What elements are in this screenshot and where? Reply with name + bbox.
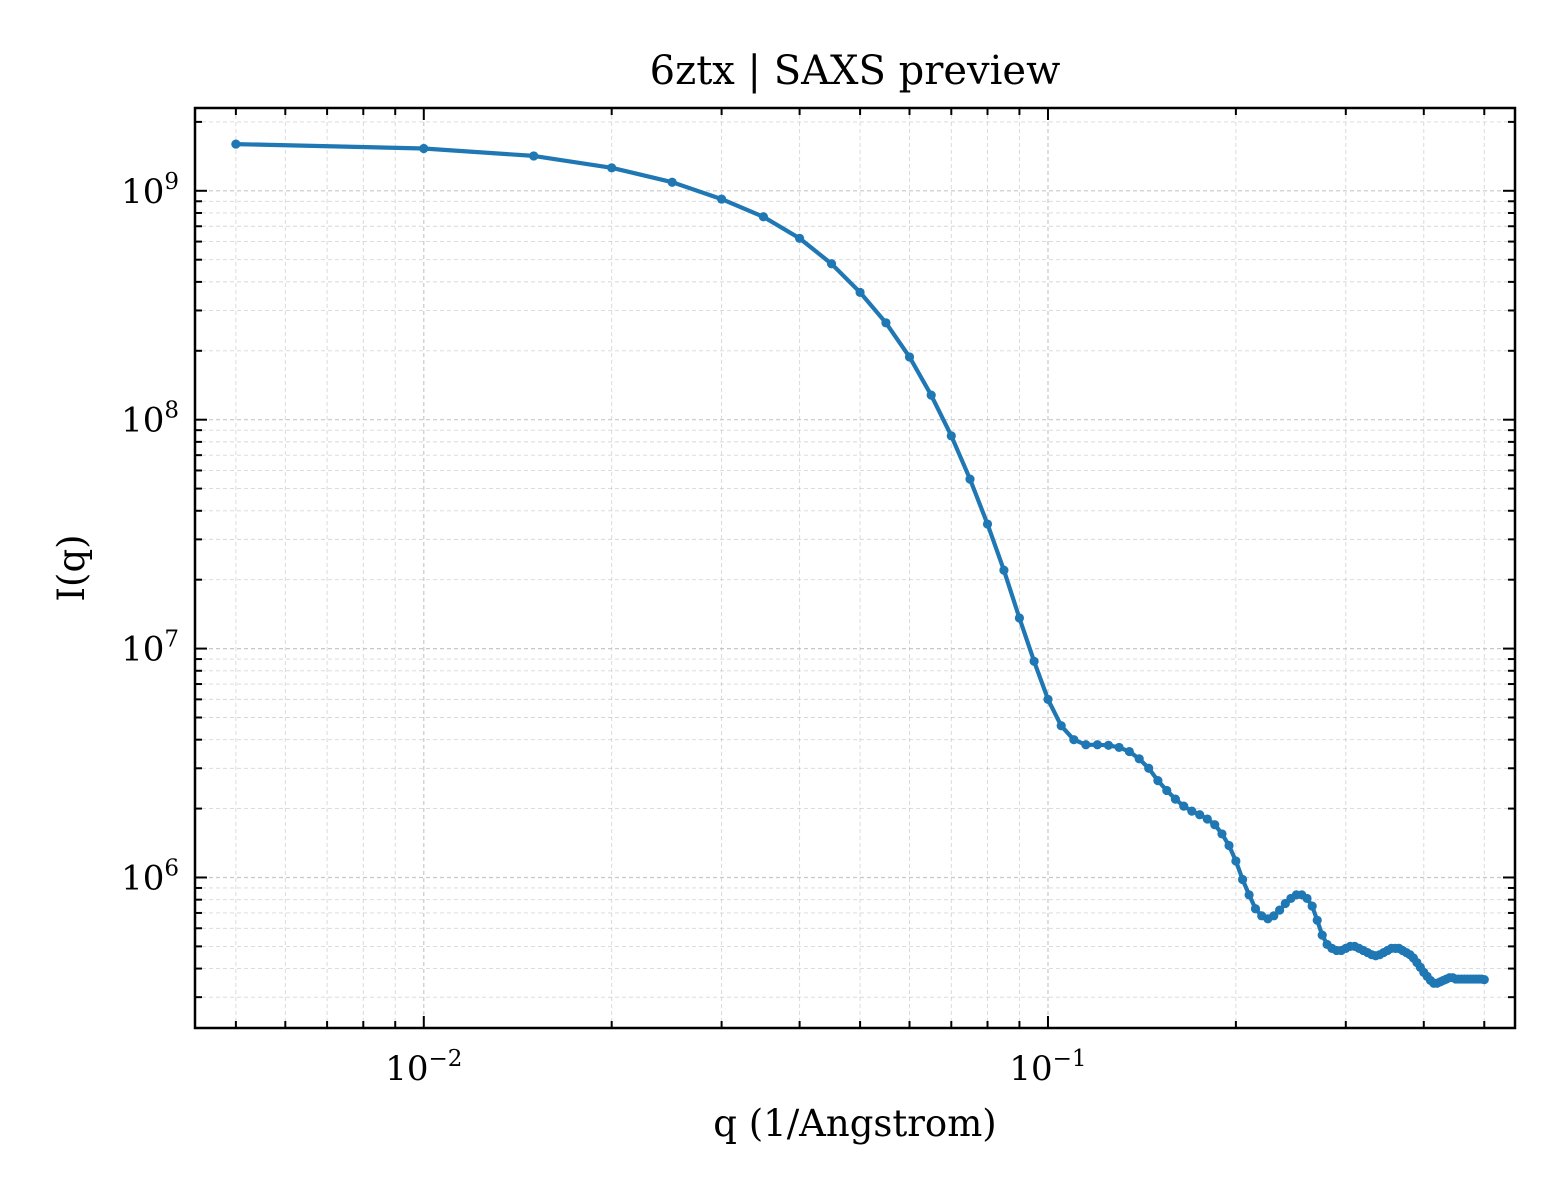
saxs-data-point [1153, 776, 1163, 786]
saxs-data-point [1479, 974, 1489, 985]
tick-label-base: 10 [121, 401, 164, 441]
saxs-data-point [1195, 810, 1205, 820]
saxs-data-point [1231, 856, 1241, 866]
chart-title: 6ztx | SAXS preview [650, 48, 1061, 94]
x-axis-label: q (1/Angstrom) [713, 1102, 996, 1145]
saxs-data-point [999, 565, 1009, 575]
saxs-data-point [1269, 911, 1279, 921]
saxs-data-point [231, 139, 241, 149]
saxs-data-point [1092, 740, 1103, 750]
saxs-data-point [1043, 694, 1053, 704]
saxs-data-point [1317, 930, 1327, 940]
saxs-data-point [946, 431, 956, 441]
saxs-data-point [855, 287, 865, 297]
saxs-data-point [1081, 740, 1091, 750]
tick-label-exponent: −2 [428, 1046, 462, 1072]
saxs-data-point [826, 259, 837, 269]
tick-label-base: 10 [1009, 1049, 1052, 1089]
tick-label-exponent: 9 [164, 169, 179, 195]
tick-label-base: 10 [121, 858, 164, 898]
y-tick-label: 106 [121, 855, 179, 898]
tick-label-exponent: 7 [164, 627, 179, 653]
y-tick-label: 108 [121, 398, 179, 441]
saxs-data-point [904, 352, 915, 362]
series-layer [231, 139, 1489, 988]
saxs-data-point [1307, 901, 1317, 911]
saxs-data-point [881, 318, 891, 328]
saxs-data-point [1275, 905, 1285, 915]
saxs-data-point [1237, 874, 1248, 885]
saxs-data-point [1302, 893, 1312, 904]
saxs-data-point [607, 163, 617, 173]
saxs-data-point [982, 519, 993, 529]
saxs-data-point [1103, 740, 1114, 750]
saxs-data-point [1162, 785, 1172, 796]
saxs-data-point [1217, 829, 1227, 839]
saxs-data-point [1029, 656, 1039, 666]
tick-label-exponent: 8 [164, 398, 179, 424]
y-tick-label: 109 [121, 169, 179, 212]
y-tick-label: 107 [121, 627, 179, 670]
saxs-data-point [1124, 746, 1134, 757]
tick-label-base: 10 [121, 630, 164, 670]
x-tick-label: 10−2 [385, 1046, 462, 1089]
saxs-data-point [529, 151, 539, 161]
saxs-data-point [1250, 904, 1261, 914]
saxs-data-point [965, 474, 975, 484]
grid-lines [195, 108, 1515, 1028]
saxs-data-point [667, 177, 677, 187]
saxs-data-point [926, 390, 936, 400]
tick-label-base: 10 [121, 172, 164, 212]
saxs-data-point [1144, 763, 1154, 773]
tick-label-exponent: −1 [1053, 1046, 1087, 1072]
saxs-data-point [1224, 840, 1234, 851]
x-tick-label: 10−1 [1009, 1046, 1086, 1089]
tick-label-base: 10 [385, 1049, 428, 1089]
tick-label-exponent: 6 [164, 855, 179, 881]
saxs-data-point [1244, 890, 1254, 900]
saxs-data-point [1187, 806, 1197, 816]
saxs-data-point [717, 194, 727, 204]
saxs-data-point [1069, 735, 1079, 745]
saxs-data-point [1014, 613, 1025, 623]
saxs-data-point [1114, 742, 1124, 753]
plot-frame [193, 106, 1517, 1030]
saxs-data-point [794, 233, 805, 243]
saxs-data-point [1179, 801, 1189, 811]
saxs-data-point [1210, 820, 1220, 830]
saxs-data-point [1056, 721, 1066, 731]
y-axis-label: I(q) [50, 534, 93, 601]
saxs-data-point [419, 143, 429, 154]
saxs-data-point [1202, 814, 1212, 824]
saxs-data-point [758, 212, 768, 222]
saxs-data-point [1170, 794, 1180, 804]
saxs-data-point [1312, 915, 1322, 925]
saxs-data-point [1134, 754, 1144, 764]
